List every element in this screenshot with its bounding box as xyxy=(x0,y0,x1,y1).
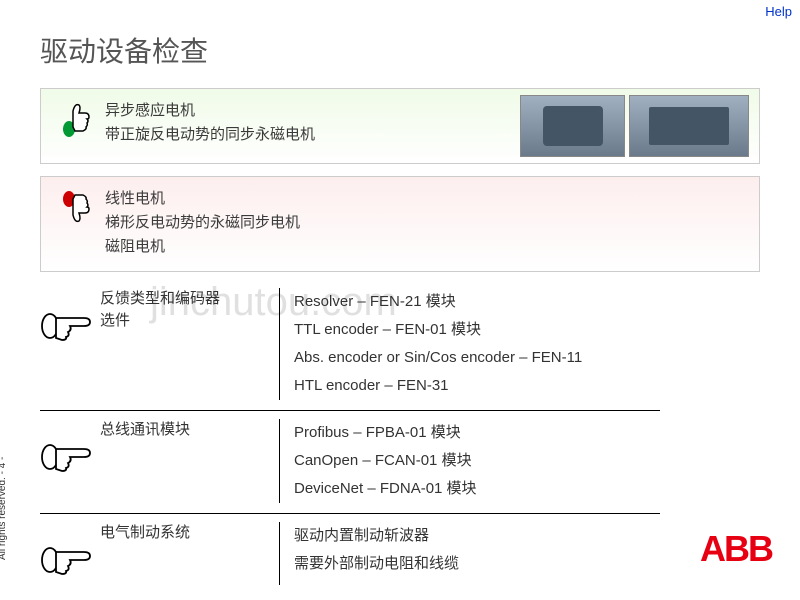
copyright-text: © Copyright * ABB. All rights reserved. … xyxy=(0,457,8,560)
unsupported-motors-box: 线性电机 梯形反电动势的永磁同步电机 磁阻电机 xyxy=(40,176,760,272)
row-items: Profibus – FPBA-01 模块 CanOpen – FCAN-01 … xyxy=(280,419,660,503)
table-row: 反馈类型和编码器 选件 Resolver – FEN-21 模块 TTL enc… xyxy=(40,280,660,411)
motor-images xyxy=(520,95,749,157)
supported-motors-box: 异步感应电机 带正旋反电动势的同步永磁电机 xyxy=(40,88,760,164)
row-label: 反馈类型和编码器 选件 xyxy=(100,288,280,400)
item-text: HTL encoder – FEN-31 xyxy=(294,372,660,400)
bad-line-1: 线性电机 xyxy=(105,187,300,211)
thumbs-down-icon xyxy=(55,187,95,227)
label-text: 反馈类型和编码器 xyxy=(100,288,269,310)
item-text: Resolver – FEN-21 模块 xyxy=(294,288,660,316)
label-text: 电气制动系统 xyxy=(100,522,269,544)
thumbs-up-icon xyxy=(55,99,95,139)
good-line-1: 异步感应电机 xyxy=(105,99,315,123)
supported-motors-text: 异步感应电机 带正旋反电动势的同步永磁电机 xyxy=(105,99,315,147)
copyright-line: All rights reserved. - 4 - xyxy=(0,457,8,560)
item-text: 驱动内置制动斩波器 xyxy=(294,522,660,550)
motor-image-1 xyxy=(520,95,625,157)
point-right-icon xyxy=(40,522,100,585)
table-row: 电气制动系统 驱动内置制动斩波器 需要外部制动电阻和线缆 xyxy=(40,514,660,595)
item-text: Abs. encoder or Sin/Cos encoder – FEN-11 xyxy=(294,344,660,372)
bad-line-2: 梯形反电动势的永磁同步电机 xyxy=(105,211,300,235)
row-label: 电气制动系统 xyxy=(100,522,280,585)
bad-line-3: 磁阻电机 xyxy=(105,235,300,259)
abb-logo: ABB xyxy=(700,528,772,570)
item-text: TTL encoder – FEN-01 模块 xyxy=(294,316,660,344)
row-items: Resolver – FEN-21 模块 TTL encoder – FEN-0… xyxy=(280,288,660,400)
row-label: 总线通讯模块 xyxy=(100,419,280,503)
label-text: 总线通讯模块 xyxy=(100,419,269,441)
item-text: 需要外部制动电阻和线缆 xyxy=(294,550,660,578)
help-link[interactable]: Help xyxy=(765,4,792,19)
point-right-icon xyxy=(40,419,100,503)
point-right-icon xyxy=(40,288,100,400)
table-row: 总线通讯模块 Profibus – FPBA-01 模块 CanOpen – F… xyxy=(40,411,660,514)
good-line-2: 带正旋反电动势的同步永磁电机 xyxy=(105,123,315,147)
item-text: CanOpen – FCAN-01 模块 xyxy=(294,447,660,475)
item-text: Profibus – FPBA-01 模块 xyxy=(294,419,660,447)
unsupported-motors-text: 线性电机 梯形反电动势的永磁同步电机 磁阻电机 xyxy=(105,187,300,259)
motor-image-2 xyxy=(629,95,749,157)
options-table: 反馈类型和编码器 选件 Resolver – FEN-21 模块 TTL enc… xyxy=(40,280,660,595)
page-title: 驱动设备检查 xyxy=(40,30,208,70)
label-text: 选件 xyxy=(100,310,269,332)
item-text: DeviceNet – FDNA-01 模块 xyxy=(294,475,660,503)
row-items: 驱动内置制动斩波器 需要外部制动电阻和线缆 xyxy=(280,522,660,585)
